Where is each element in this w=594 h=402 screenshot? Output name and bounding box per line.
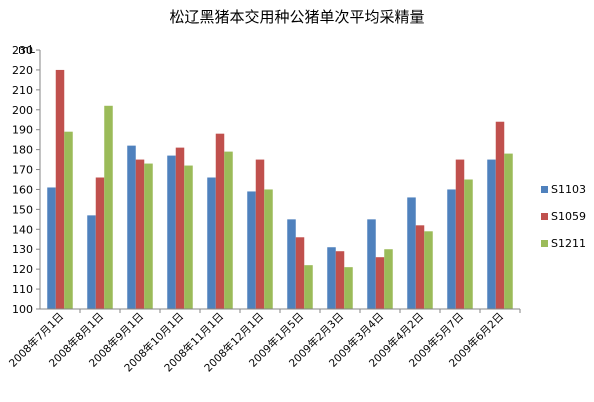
legend-swatch-s1103 — [541, 186, 548, 193]
bar-s1211-10 — [424, 231, 433, 309]
legend-label-s1103: S1103 — [551, 183, 586, 196]
y-tick-label: 170 — [12, 164, 33, 177]
legend-swatch-s1211 — [541, 240, 548, 247]
bar-s1211-3 — [144, 163, 153, 309]
x-axis: 2008年7月1日2008年8月1日2008年9月1日2008年10月1日200… — [6, 308, 521, 374]
bar-s1103-7 — [287, 219, 296, 309]
bar-s1103-2 — [87, 215, 96, 309]
bar-s1059-4 — [175, 147, 185, 309]
chart-title: 松辽黑猪本交用种公猪单次平均采精量 — [169, 8, 424, 26]
y-tick-label: 140 — [12, 223, 33, 236]
bar-s1211-6 — [264, 189, 273, 309]
bar-s1211-1 — [64, 131, 73, 309]
bar-s1059-5 — [215, 133, 225, 309]
bar-s1059-3 — [135, 159, 145, 309]
legend-label-s1059: S1059 — [551, 210, 586, 223]
bar-s1211-12 — [504, 153, 513, 309]
y-tick-label: 220 — [12, 64, 33, 77]
bar-s1211-8 — [344, 267, 353, 309]
y-tick-label: 200 — [12, 104, 33, 117]
y-tick-label: 210 — [12, 84, 33, 97]
legend-label-s1211: S1211 — [551, 237, 586, 250]
bar-s1059-10 — [415, 225, 425, 309]
bar-s1059-8 — [335, 251, 345, 309]
y-tick-label: 150 — [12, 203, 33, 216]
y-tick-label: 100 — [12, 303, 33, 316]
bar-s1211-9 — [384, 249, 393, 309]
bar-s1103-12 — [487, 159, 496, 309]
y-axis: 100 110 120 130 140 150 160 170 180 190 200 210 220 2… — [12, 44, 41, 316]
legend: S1103 S1059 S1211 — [541, 183, 586, 250]
bar-s1103-3 — [127, 145, 136, 309]
bar-s1059-6 — [255, 159, 265, 309]
bar-s1211-4 — [184, 165, 193, 309]
bar-s1059-9 — [375, 257, 385, 309]
bar-s1103-4 — [167, 155, 176, 309]
bar-s1103-8 — [327, 247, 336, 309]
y-tick-label: 120 — [12, 263, 33, 276]
bar-s1211-2 — [104, 105, 113, 310]
bar-s1059-12 — [495, 121, 505, 309]
bar-s1103-6 — [247, 191, 256, 309]
bar-s1103-5 — [207, 177, 216, 309]
y-tick-label: 180 — [12, 144, 33, 157]
bar-s1211-7 — [304, 265, 313, 309]
bars — [47, 69, 513, 310]
bar-s1211-5 — [224, 151, 233, 309]
bar-s1103-10 — [407, 197, 416, 309]
bar-s1103-11 — [447, 189, 456, 309]
bar-s1059-2 — [95, 177, 105, 309]
bar-s1103-1 — [47, 187, 56, 309]
y-tick-label: 230 — [12, 44, 33, 57]
y-tick-label: 110 — [12, 283, 33, 296]
bar-s1059-1 — [55, 69, 65, 309]
bar-s1103-9 — [367, 219, 376, 309]
y-tick-label: 190 — [12, 124, 33, 137]
y-tick-label: 130 — [12, 243, 33, 256]
bar-s1059-7 — [295, 237, 305, 309]
bar-s1211-11 — [464, 179, 473, 309]
bar-s1059-11 — [455, 159, 465, 309]
y-tick-label: 160 — [12, 183, 33, 196]
legend-swatch-s1059 — [541, 213, 548, 220]
y-axis-unit-label: mL — [18, 43, 36, 56]
